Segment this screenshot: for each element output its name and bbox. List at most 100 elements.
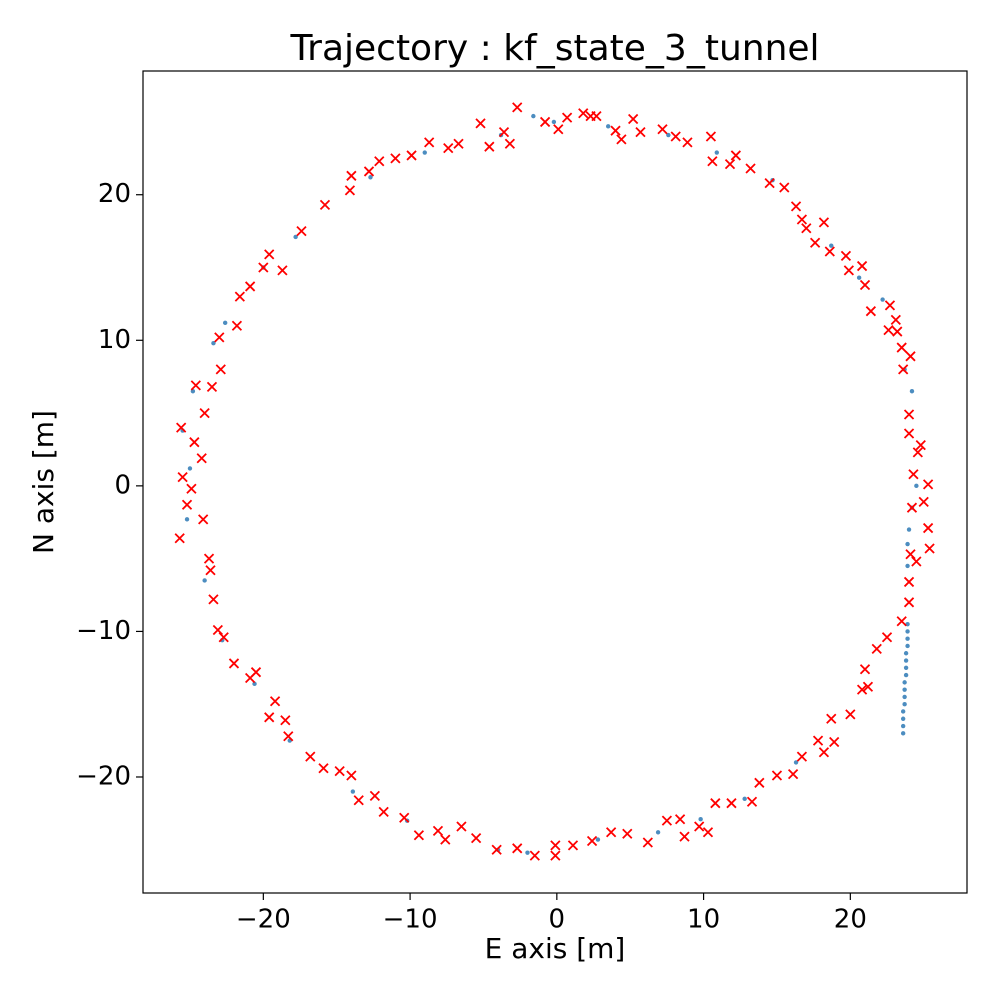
point-x [890, 314, 901, 326]
point-x [334, 766, 345, 777]
point-x [390, 153, 401, 164]
point [531, 113, 536, 119]
point-x [578, 108, 589, 119]
point-x [553, 124, 564, 135]
point-x [440, 834, 451, 845]
point-x [840, 250, 852, 262]
point [698, 816, 703, 822]
y-axis-label: N axis [m] [27, 410, 60, 554]
point-x [296, 225, 307, 237]
point-x [771, 770, 783, 781]
point-x [824, 246, 835, 257]
point-x [746, 796, 758, 807]
point-x [856, 684, 868, 695]
point-x [903, 597, 915, 608]
point-x [912, 447, 923, 458]
point-x [399, 812, 410, 823]
point [900, 716, 906, 721]
point [793, 760, 799, 765]
point-x [726, 798, 737, 809]
x-tick-label: 0 [549, 905, 566, 935]
point [655, 830, 661, 835]
point-x [244, 281, 256, 292]
point-x [196, 453, 207, 464]
point [666, 132, 671, 138]
point-x [264, 249, 275, 260]
point-x [567, 840, 579, 851]
point-x [694, 821, 705, 832]
point-x [796, 751, 808, 762]
point-x [231, 320, 243, 331]
point-x [790, 201, 802, 212]
point-x [896, 616, 907, 627]
y-tick-label: 10 [98, 325, 131, 355]
point-x [661, 815, 673, 826]
point-x [905, 549, 916, 560]
point-x [504, 138, 516, 149]
point-x [908, 469, 919, 480]
point-x [915, 439, 926, 451]
point-x [906, 502, 918, 513]
point [905, 541, 910, 547]
point-x [856, 260, 868, 272]
point-x [484, 141, 495, 152]
point-x [181, 499, 193, 510]
point-x [871, 643, 882, 655]
point-x [177, 471, 188, 483]
point [903, 651, 909, 656]
x-tick-label: −20 [236, 905, 291, 935]
point-x [456, 821, 467, 832]
point-x [801, 223, 812, 234]
point-x [896, 342, 907, 353]
point-x [702, 827, 714, 838]
point-x [809, 237, 821, 248]
point [856, 275, 862, 280]
point-x [189, 437, 200, 448]
point-x [707, 156, 718, 167]
point-x [843, 265, 855, 276]
point-x [529, 850, 540, 861]
point-x [378, 806, 389, 818]
point [903, 658, 909, 663]
point [902, 702, 907, 707]
point-x [346, 170, 357, 181]
point [293, 234, 298, 240]
point-x [635, 127, 646, 138]
point-x [539, 116, 551, 128]
point-x [363, 166, 375, 177]
point-x [745, 163, 756, 174]
point [900, 723, 906, 729]
point-x [203, 553, 215, 564]
point-x [234, 291, 245, 302]
point [252, 681, 257, 687]
point-x [670, 131, 681, 142]
point-x [174, 533, 185, 544]
point-x [453, 138, 464, 149]
point-x [198, 514, 209, 525]
point [187, 466, 193, 471]
point-x [250, 667, 262, 678]
point-x [369, 790, 381, 802]
point-x [881, 632, 893, 643]
point [422, 150, 427, 155]
point-x [550, 840, 561, 851]
point [902, 680, 907, 685]
point [368, 175, 373, 180]
point-x [730, 150, 742, 161]
point-x [443, 143, 454, 154]
point-x [432, 825, 444, 836]
point-x [186, 483, 197, 494]
point-x [205, 565, 216, 576]
point [905, 629, 910, 634]
point-x [610, 125, 621, 136]
point-x [353, 795, 364, 806]
point-x [498, 127, 510, 138]
point-x [898, 364, 909, 375]
point-x [628, 113, 639, 125]
point-x [674, 814, 686, 825]
point-x [374, 156, 385, 167]
point-x [470, 832, 482, 844]
point-x [208, 594, 219, 605]
point [595, 837, 601, 842]
